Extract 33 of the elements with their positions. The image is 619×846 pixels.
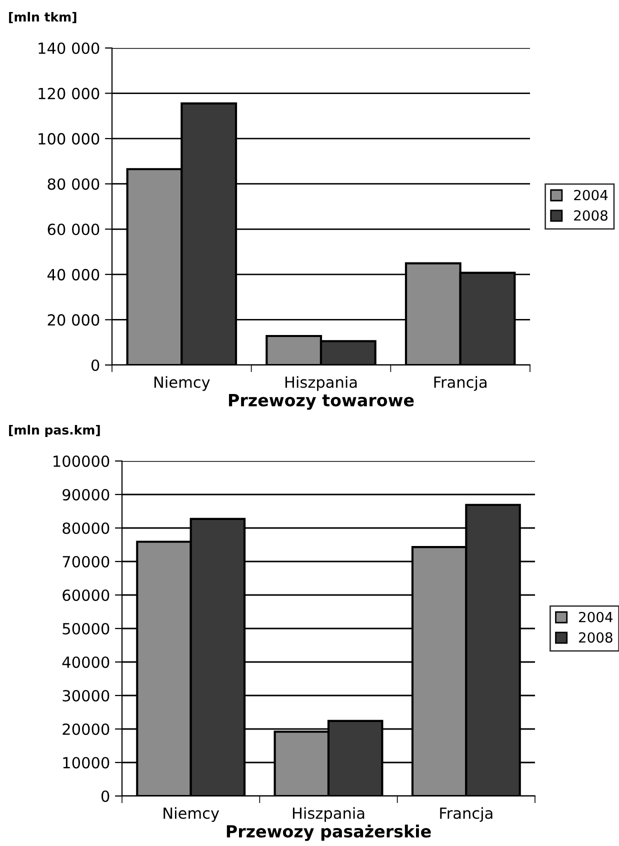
y-tick-label: 10000 <box>63 756 110 769</box>
x-tick-label: Hiszpania <box>292 807 364 822</box>
legend-label: 2008 <box>574 210 608 221</box>
y-tick-label: 40000 <box>62 656 110 668</box>
x-tick-label: Francja <box>434 376 486 391</box>
y-tick-label: 60000 <box>62 589 110 602</box>
y-tick-label: 60 000 <box>48 224 100 236</box>
y-tick-label: 90000 <box>62 488 110 501</box>
y-tick-label: 120 000 <box>38 88 100 100</box>
x-axis-title: Przewozy towarowe <box>228 394 414 410</box>
x-axis-title: Przewozy pasażerskie <box>226 824 431 841</box>
legend-label: 2008 <box>579 632 612 643</box>
x-tick-label: Hiszpania <box>285 376 357 391</box>
y-axis-title: [mln pas.km] <box>9 424 100 438</box>
y-tick-label: 80 000 <box>48 178 100 190</box>
y-tick-label: 0 <box>101 790 110 802</box>
y-tick-label: 100 000 <box>38 133 100 145</box>
y-tick-label: 20 000 <box>48 314 100 326</box>
x-tick-label: Niemcy <box>164 807 220 822</box>
y-tick-label: 50000 <box>62 622 110 635</box>
x-tick-label: Francja <box>440 807 492 822</box>
y-tick-label: 70000 <box>62 556 110 568</box>
legend-label: 2004 <box>579 612 613 622</box>
y-axis-title: [mln tkm] <box>9 12 76 24</box>
y-tick-label: 0 <box>91 359 100 372</box>
y-tick-label: 100000 <box>54 455 110 468</box>
y-tick-label: 80000 <box>62 522 110 534</box>
legend-label: 2004 <box>574 190 608 200</box>
x-tick-label: Niemcy <box>154 376 210 391</box>
y-tick-label: 30000 <box>62 690 110 702</box>
y-tick-label: 20000 <box>62 723 110 736</box>
y-tick-label: 40 000 <box>47 268 100 280</box>
y-tick-label: 140 000 <box>38 42 100 54</box>
